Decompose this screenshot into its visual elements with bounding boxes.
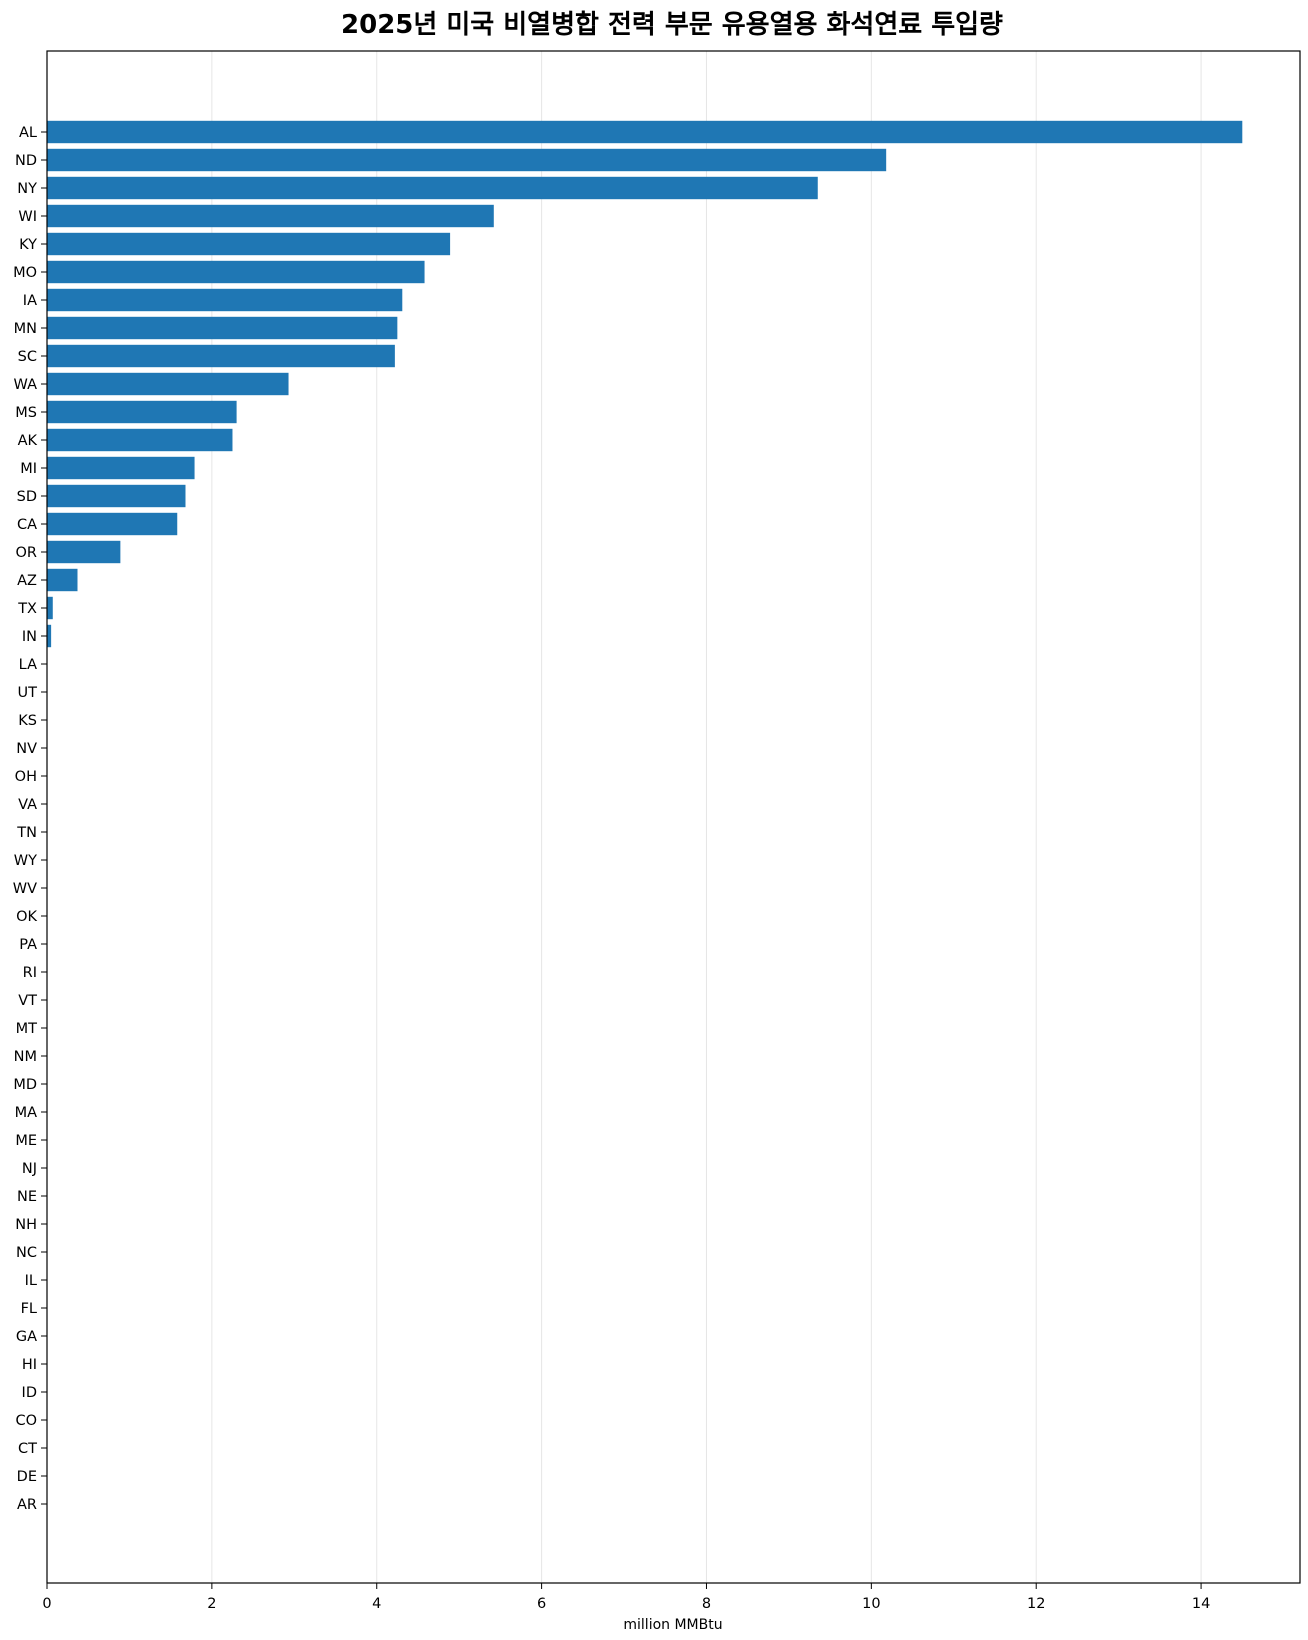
y-tick-label-me: ME xyxy=(15,1133,37,1149)
y-tick-label-wv: WV xyxy=(13,881,37,897)
x-tick-label: 10 xyxy=(862,1596,880,1612)
x-tick-label: 8 xyxy=(702,1596,711,1612)
y-tick-label-ak: AK xyxy=(18,433,38,449)
bar-mn xyxy=(47,316,398,340)
y-tick-label-nc: NC xyxy=(16,1245,37,1261)
bar-al xyxy=(47,120,1243,144)
x-tick-label: 0 xyxy=(42,1596,51,1612)
y-tick-label-mt: MT xyxy=(16,1021,38,1037)
bar-tx xyxy=(47,596,53,620)
bar-in xyxy=(47,624,52,648)
bar-ak xyxy=(47,428,233,452)
y-tick-label-ny: NY xyxy=(17,181,37,197)
y-tick-label-hi: HI xyxy=(22,1357,37,1373)
y-tick-label-mi: MI xyxy=(20,461,37,477)
bar-wi xyxy=(47,204,494,228)
x-tick-label: 14 xyxy=(1192,1596,1210,1612)
y-tick-label-la: LA xyxy=(19,657,37,673)
y-tick-label-md: MD xyxy=(13,1077,37,1093)
y-tick-label-va: VA xyxy=(18,797,37,813)
bar-nd xyxy=(47,148,887,172)
bar-az xyxy=(47,568,78,592)
y-tick-label-al: AL xyxy=(19,125,37,141)
y-axis-ticks: AL ND NY WI KY MO IA MN SC WA MS AK MI SD CA OR AZ TX IN LA… xyxy=(13,125,47,1513)
y-tick-label-id: ID xyxy=(22,1385,37,1401)
x-tick-label: 2 xyxy=(207,1596,216,1612)
bar-ny xyxy=(47,176,818,200)
y-tick-label-fl: FL xyxy=(21,1301,37,1317)
y-tick-label-wi: WI xyxy=(18,209,37,225)
x-axis-label: million MMBtu xyxy=(623,1617,722,1633)
y-tick-label-il: IL xyxy=(25,1273,37,1289)
bar-ia xyxy=(47,288,403,312)
y-tick-label-pa: PA xyxy=(19,937,37,953)
y-tick-label-in: IN xyxy=(22,629,37,645)
y-tick-label-wy: WY xyxy=(14,853,37,869)
bar-ky xyxy=(47,232,451,256)
y-tick-label-az: AZ xyxy=(17,573,37,589)
y-tick-label-wa: WA xyxy=(14,377,38,393)
y-tick-label-nd: ND xyxy=(15,153,37,169)
bar-mo xyxy=(47,260,425,284)
y-tick-label-ky: KY xyxy=(19,237,37,253)
x-axis-ticks: 0 2 4 6 8 10 12 14 xyxy=(42,1583,1210,1612)
bar-ca xyxy=(47,512,178,536)
y-tick-label-nm: NM xyxy=(14,1049,37,1065)
y-tick-label-de: DE xyxy=(17,1469,37,1485)
bars xyxy=(47,120,1243,648)
y-tick-label-nv: NV xyxy=(16,741,37,757)
y-tick-label-tx: TX xyxy=(17,601,37,617)
bar-sd xyxy=(47,484,186,508)
y-tick-label-or: OR xyxy=(16,545,38,561)
y-tick-label-tn: TN xyxy=(16,825,37,841)
x-tick-label: 4 xyxy=(372,1596,381,1612)
y-tick-label-ia: IA xyxy=(23,293,37,309)
y-tick-label-nh: NH xyxy=(15,1217,37,1233)
bar-ms xyxy=(47,400,237,424)
bar-sc xyxy=(47,344,395,368)
x-tick-label: 12 xyxy=(1027,1596,1045,1612)
y-tick-label-ut: UT xyxy=(18,685,38,701)
plot-frame xyxy=(46,50,1301,1584)
y-tick-label-ct: CT xyxy=(18,1441,37,1457)
y-tick-label-sd: SD xyxy=(17,489,37,505)
y-tick-label-mo: MO xyxy=(13,265,37,281)
y-tick-label-ne: NE xyxy=(17,1189,37,1205)
y-tick-label-ks: KS xyxy=(18,713,37,729)
y-tick-label-ms: MS xyxy=(15,405,37,421)
y-tick-label-oh: OH xyxy=(15,769,37,785)
y-tick-label-vt: VT xyxy=(18,993,37,1009)
y-tick-label-ma: MA xyxy=(15,1105,38,1121)
y-tick-label-mn: MN xyxy=(14,321,37,337)
bar-wa xyxy=(47,372,289,396)
y-tick-label-co: CO xyxy=(15,1413,37,1429)
y-tick-label-ar: AR xyxy=(17,1497,37,1513)
chart-title: 2025년 미국 비열병합 전력 부문 유용열용 화석연료 투입량 xyxy=(341,10,1003,40)
bar-or xyxy=(47,540,121,564)
y-tick-label-ok: OK xyxy=(16,909,37,925)
y-tick-label-sc: SC xyxy=(18,349,37,365)
x-tick-label: 6 xyxy=(537,1596,546,1612)
y-tick-label-ca: CA xyxy=(17,517,37,533)
y-tick-label-nj: NJ xyxy=(22,1161,37,1177)
y-tick-label-ri: RI xyxy=(23,965,37,981)
y-tick-label-ga: GA xyxy=(16,1329,37,1345)
bar-mi xyxy=(47,456,195,480)
